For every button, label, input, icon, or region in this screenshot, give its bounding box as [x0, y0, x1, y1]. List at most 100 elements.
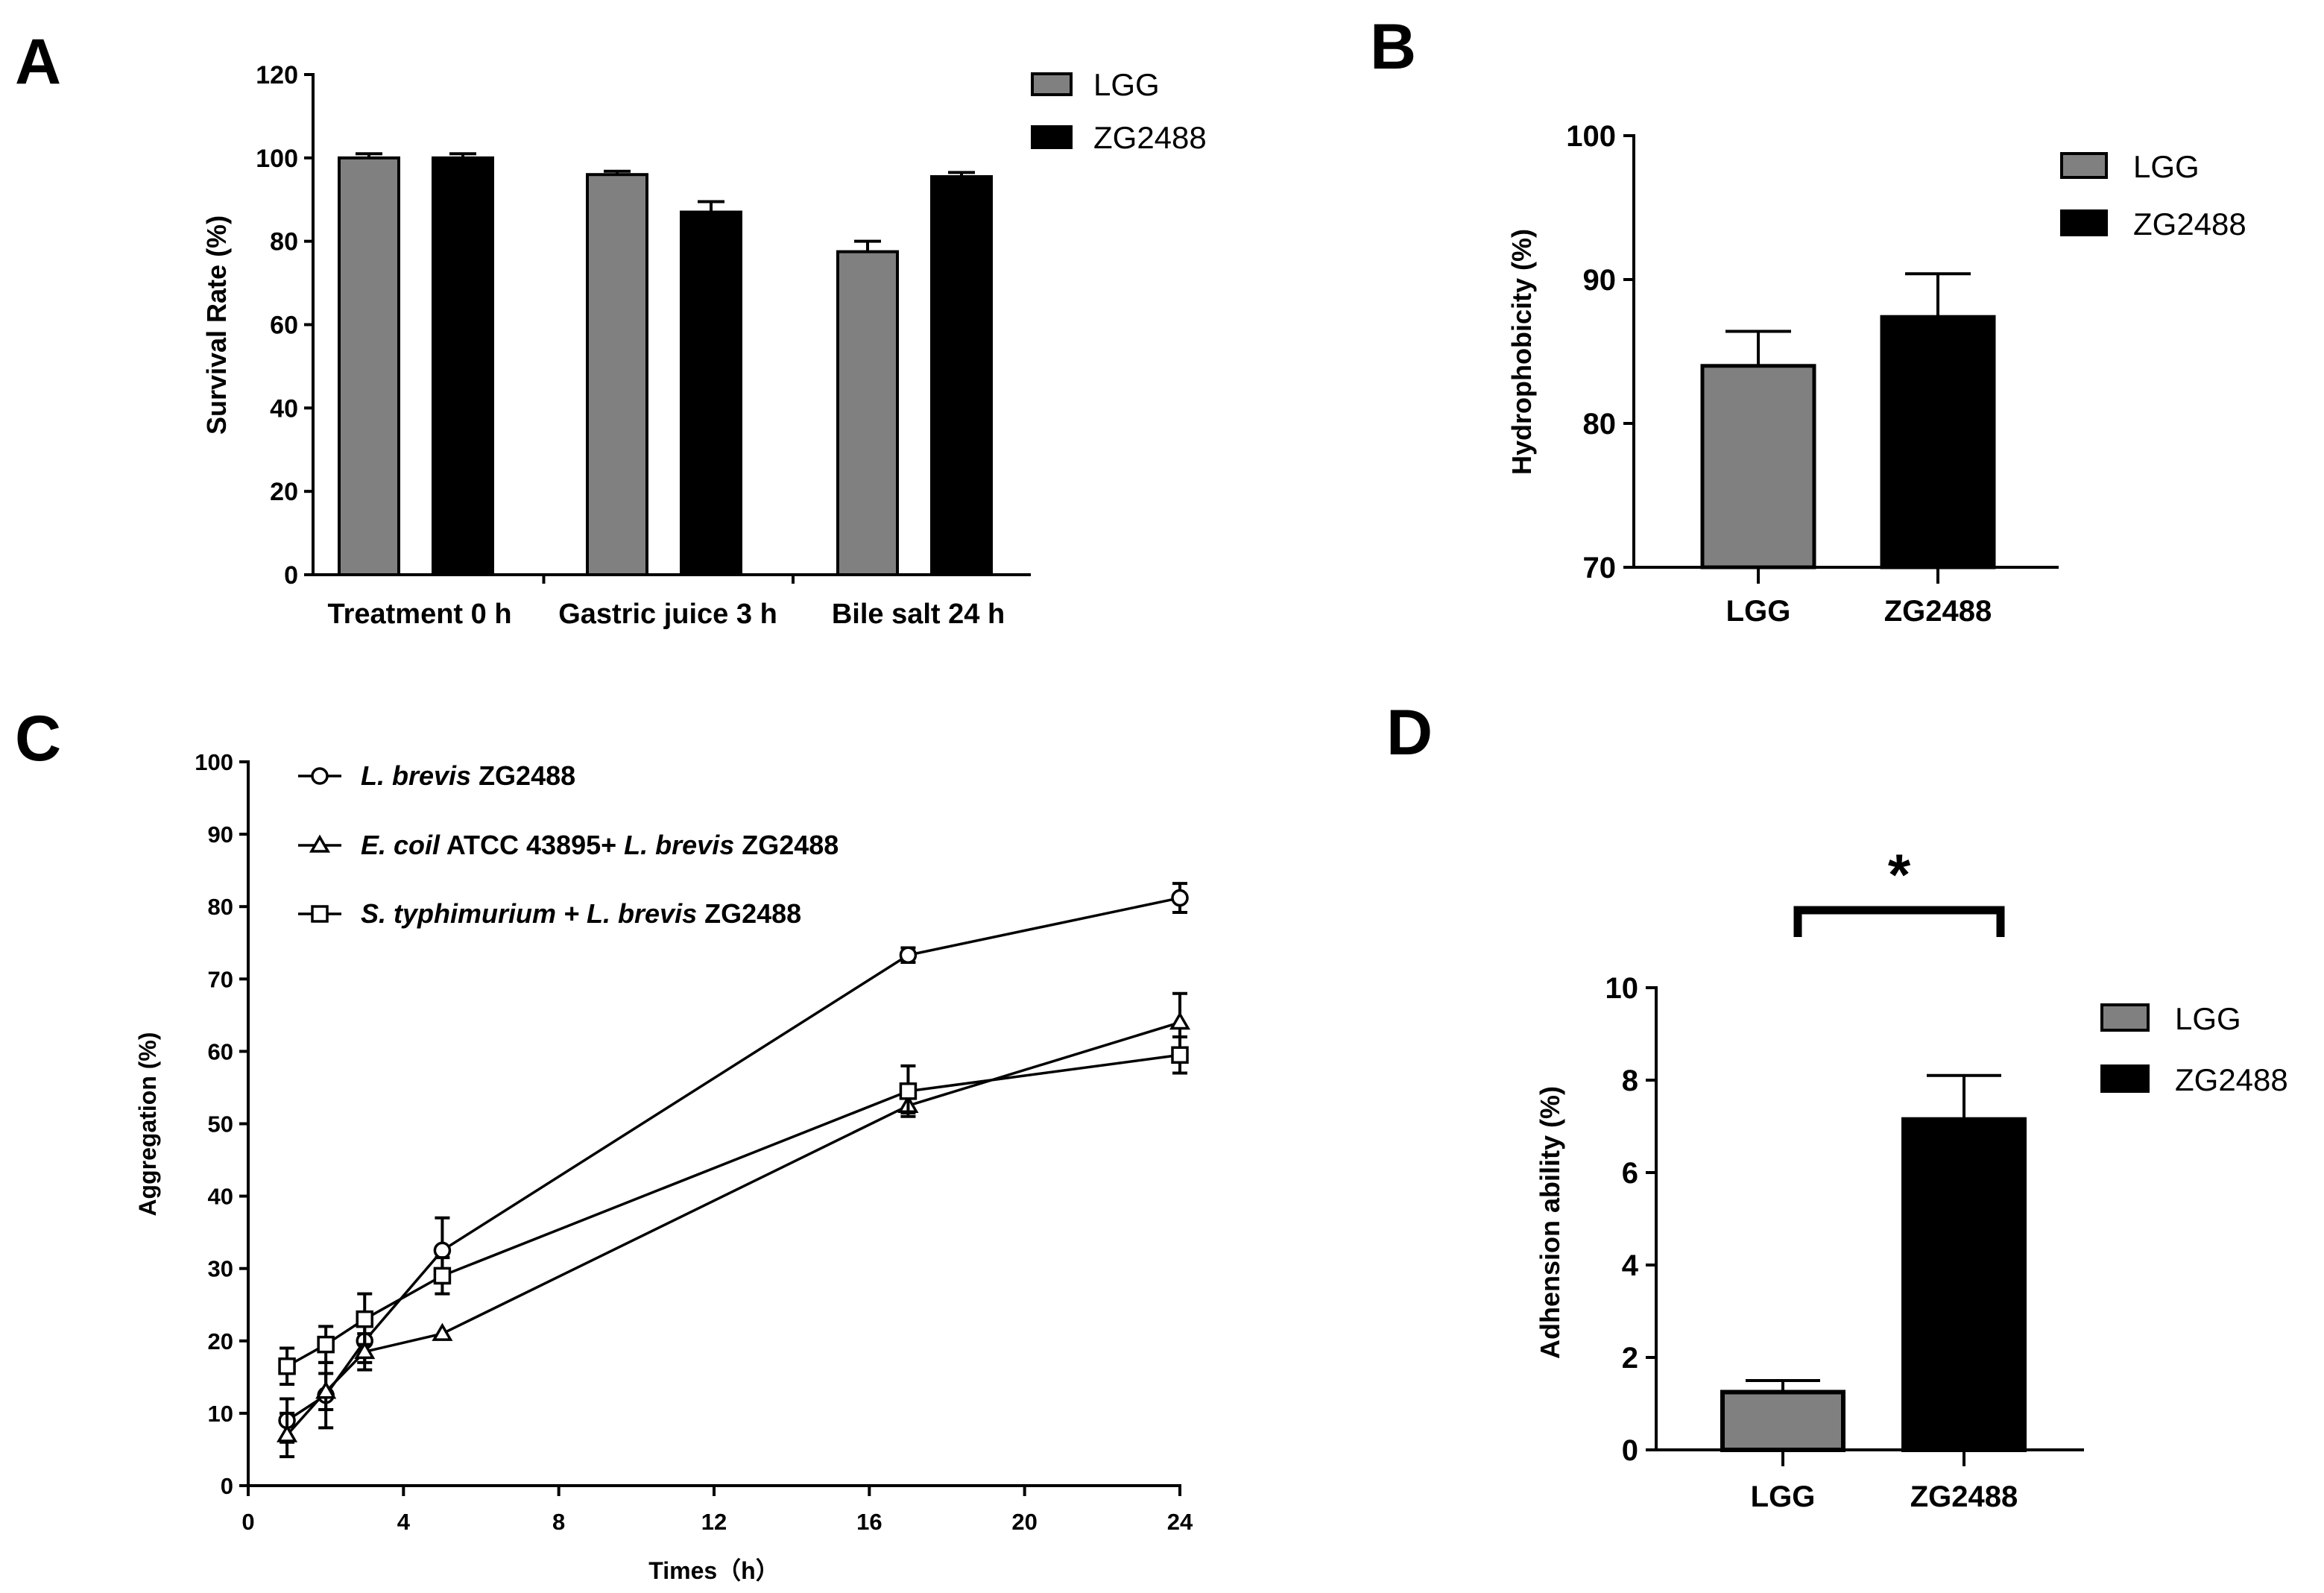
y-tick-label: 50 [208, 1111, 233, 1138]
panel-letter-b: B [1370, 11, 1416, 83]
legend-label-l-brevis-zg2488: L. brevis ZG2488 [361, 760, 575, 791]
data-point-s-typhimurium-l-brevis-zg2488 [356, 1310, 373, 1328]
data-point-e-coil-atcc-43895-l-brevis-zg2488 [432, 1322, 453, 1341]
y-tick-label: 100 [195, 749, 233, 775]
bar-lgg [1700, 364, 1816, 570]
series-l-brevis-zg2488 [278, 882, 1189, 1444]
x-category-label: LGG [1726, 595, 1791, 628]
data-point-s-typhimurium-l-brevis-zg2488 [899, 1082, 918, 1100]
bar-lgg-treatment-0-h [338, 156, 400, 577]
y-axis-title: Adhension ability (%) [1535, 1086, 1565, 1359]
y-tick-label: 70 [1583, 552, 1617, 584]
y-tick-label: 100 [256, 145, 298, 173]
y-axis-title: Aggregation (%) [134, 1032, 161, 1216]
x-axis-title: Times（h） [648, 1557, 779, 1584]
data-point-s-typhimurium-l-brevis-zg2488 [278, 1357, 296, 1375]
legend-swatch-lgg [1031, 72, 1073, 96]
series-line-e-coil-atcc-43895-l-brevis-zg2488 [285, 1021, 1181, 1436]
panel-a-survival-chart: 0 20 40 60 80 100 120 Treatment 0 h Gastric juic… [201, 61, 1207, 630]
legend-marker-s-typhimurium-l-brevis-zg2488 [311, 905, 329, 923]
panel-b-hydrophobicity-chart: 70 80 90 100 LGG ZG2488 Hydrophobicity (%) LGG Z… [1506, 120, 2246, 628]
x-tick-label: 8 [552, 1509, 565, 1535]
legend-label-lgg: LGG [2133, 149, 2200, 184]
data-point-s-typhimurium-l-brevis-zg2488 [317, 1335, 335, 1354]
y-axis-title: Survival Rate (%) [201, 215, 232, 435]
legend-label-part: ZG2488 [697, 898, 801, 929]
bar-zg2488-gastric-juice-3-h [680, 210, 742, 576]
y-tick-label: 6 [1622, 1157, 1638, 1190]
legend-swatch-zg2488 [2100, 1064, 2150, 1093]
data-point-s-typhimurium-l-brevis-zg2488 [1171, 1046, 1189, 1064]
y-tick-label: 60 [270, 312, 298, 340]
legend-label-part: S. typhimurium + L. brevis [361, 898, 697, 929]
bar-zg2488 [1901, 1117, 2027, 1452]
legend-label-lgg: LGG [1093, 67, 1160, 102]
y-tick-label: 90 [1583, 264, 1617, 297]
data-point-e-coil-atcc-43895-l-brevis-zg2488 [315, 1381, 337, 1399]
data-point-e-coil-atcc-43895-l-brevis-zg2488 [1169, 1012, 1191, 1030]
panel-c-aggregation-chart: 0 10 20 30 40 50 60 70 80 90 100 0 4 8 12 16 20 24 Times（h… [134, 749, 1193, 1584]
x-tick-label: 12 [701, 1509, 727, 1535]
x-category-label: Treatment 0 h [327, 599, 511, 630]
series-s-typhimurium-l-brevis-zg2488 [278, 1035, 1189, 1387]
legend-label-zg2488: ZG2488 [1093, 120, 1207, 155]
y-tick-label: 80 [270, 228, 298, 256]
panel-letter-a: A [15, 26, 61, 98]
y-tick-label: 20 [208, 1328, 233, 1354]
legend-swatch-zg2488 [1031, 125, 1073, 149]
legend-label-part: ZG2488 [471, 760, 575, 791]
data-point-l-brevis-zg2488 [1171, 889, 1189, 907]
legend-label-zg2488: ZG2488 [2133, 206, 2246, 242]
data-point-e-coil-atcc-43895-l-brevis-zg2488 [354, 1340, 376, 1360]
x-tick-label: 0 [241, 1509, 254, 1535]
legend-label-part: E. coil [361, 830, 441, 860]
legend-label-part: ZG2488 [734, 830, 839, 860]
bar-zg2488-bile-salt-24-h [930, 174, 993, 576]
y-tick-label: 10 [1605, 972, 1639, 1005]
legend-label-part: L. brevis [624, 830, 734, 860]
y-tick-label: 40 [270, 394, 298, 423]
legend-marker-l-brevis-zg2488 [311, 767, 329, 785]
data-point-l-brevis-zg2488 [899, 946, 918, 965]
x-category-label: ZG2488 [1884, 595, 1992, 628]
legend-label-part: L. brevis [361, 760, 471, 791]
y-axis-title: Hydrophobicity (%) [1506, 229, 1537, 475]
legend-label-zg2488: ZG2488 [2175, 1062, 2288, 1097]
y-tick-label: 80 [1583, 408, 1617, 441]
legend-swatch-zg2488 [2060, 209, 2108, 236]
legend-swatch-lgg [2100, 1003, 2150, 1032]
x-tick-label: 20 [1011, 1509, 1037, 1535]
bar-zg2488 [1880, 315, 1996, 570]
y-tick-label: 30 [208, 1256, 233, 1282]
x-category-label: Bile salt 24 h [832, 599, 1005, 630]
significance-bracket [1793, 906, 2005, 937]
panel-letter-d: D [1386, 697, 1433, 769]
legend-swatch-lgg [2060, 152, 2108, 179]
series-line-s-typhimurium-l-brevis-zg2488 [286, 1053, 1181, 1368]
y-tick-label: 90 [208, 821, 233, 848]
y-tick-label: 60 [208, 1038, 233, 1064]
y-tick-label: 10 [208, 1401, 233, 1427]
bar-lgg-gastric-juice-3-h [586, 173, 648, 576]
y-tick-label: 100 [1566, 120, 1616, 153]
y-tick-label: 0 [284, 561, 298, 590]
y-tick-label: 0 [221, 1473, 233, 1499]
series-e-coil-atcc-43895-l-brevis-zg2488 [277, 991, 1191, 1459]
y-tick-label: 2 [1622, 1342, 1638, 1375]
bar-zg2488-treatment-0-h [432, 156, 494, 577]
x-tick-label: 24 [1167, 1509, 1193, 1535]
y-tick-label: 120 [256, 61, 298, 89]
data-point-s-typhimurium-l-brevis-zg2488 [433, 1266, 452, 1285]
y-tick-label: 70 [208, 966, 233, 992]
x-tick-label: 4 [397, 1509, 411, 1535]
y-tick-label: 80 [208, 894, 233, 920]
bar-lgg-bile-salt-24-h [836, 250, 899, 576]
legend-marker-e-coil-atcc-43895-l-brevis-zg2488 [309, 834, 331, 853]
x-category-label: Gastric juice 3 h [558, 599, 777, 630]
panel-letter-c: C [15, 703, 61, 775]
x-tick-label: 16 [856, 1509, 882, 1535]
legend-label-part: ATCC 43895+ [440, 830, 624, 860]
panel-d-adhesion-chart: 0 2 4 6 8 10 LGG ZG2488 * Adhension ability (%) LG… [1535, 842, 2288, 1513]
y-tick-label: 4 [1622, 1249, 1639, 1282]
